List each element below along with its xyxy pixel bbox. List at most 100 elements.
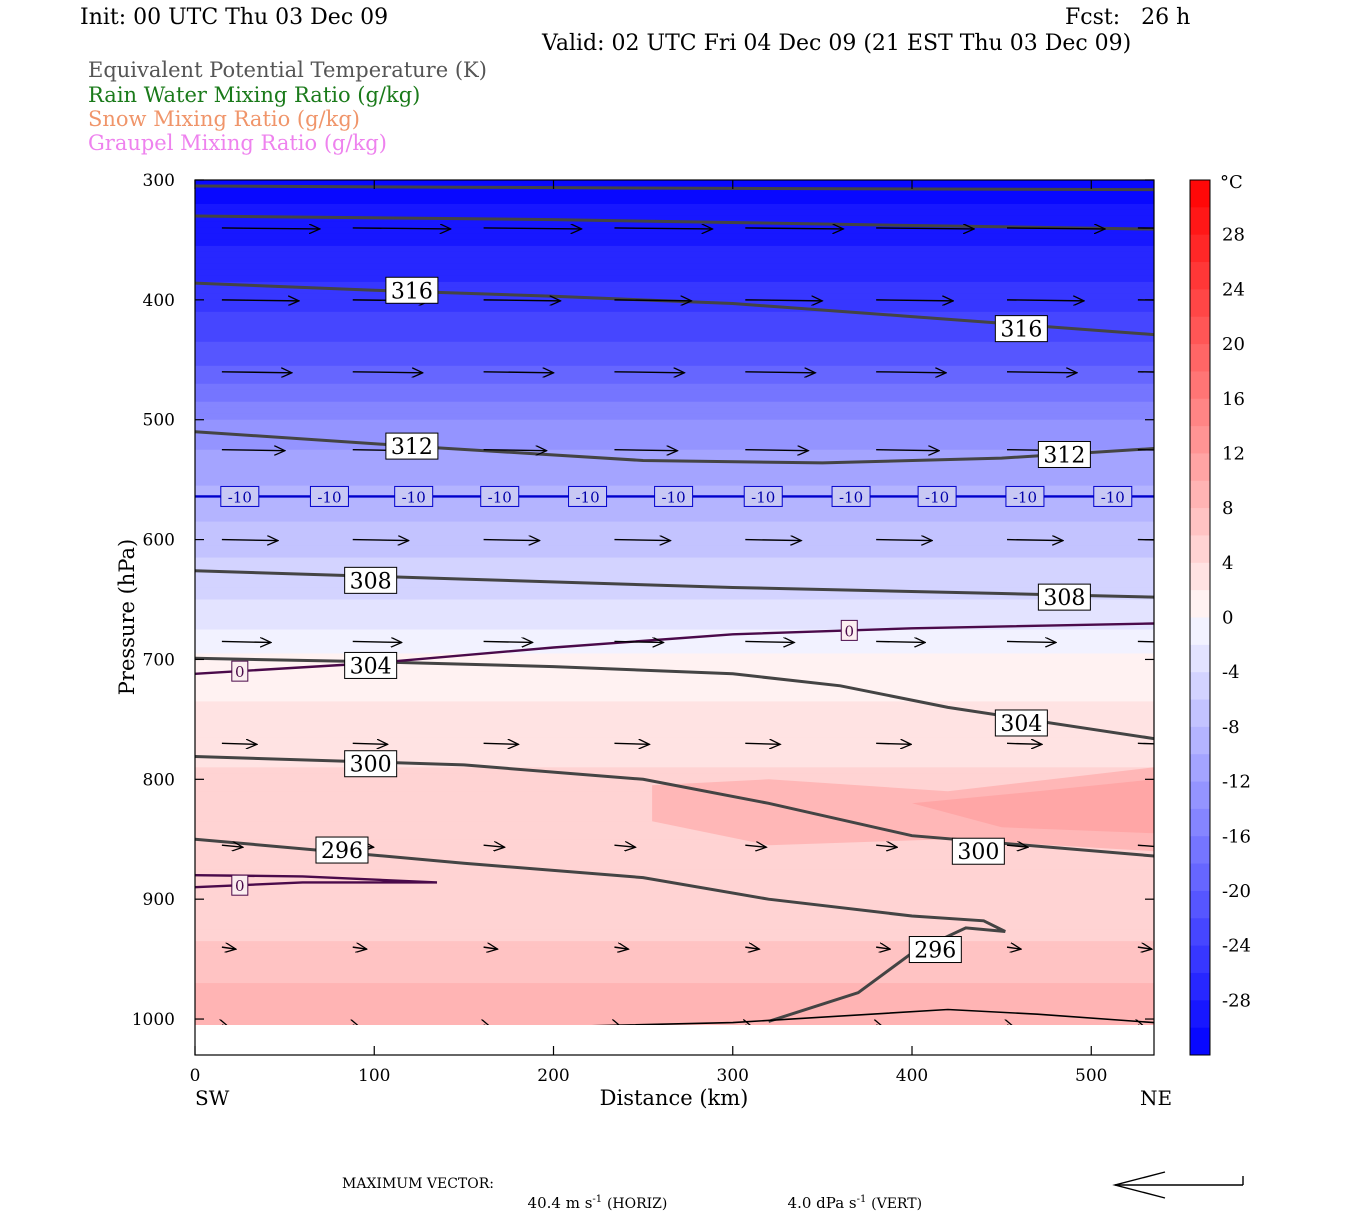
- horiz-unit: (HORIZ): [606, 1196, 668, 1212]
- wind-vector: [876, 641, 925, 642]
- colorbar-tick-label: -16: [1222, 826, 1251, 847]
- temperature-band: [195, 551, 1154, 559]
- temperature-band: [195, 287, 1154, 295]
- wind-vector: [876, 450, 939, 451]
- wind-vector: [745, 300, 822, 301]
- wind-vector: [221, 372, 292, 373]
- x-tick-label: 0: [190, 1066, 201, 1086]
- temperature-band: [195, 587, 1154, 595]
- isotherm-label: -10: [575, 488, 599, 506]
- temperature-band: [195, 467, 1154, 475]
- colorbar-segment: [1190, 672, 1210, 701]
- isotherm-label-box: [1093, 485, 1133, 507]
- temperature-band: [195, 335, 1154, 343]
- wind-vector: [1007, 228, 1105, 229]
- theta-e-label: 308: [350, 569, 392, 594]
- isotherm-line: [195, 874, 438, 889]
- colorbar-segment: [1190, 234, 1210, 263]
- temperature-band: [195, 353, 1154, 361]
- temperature-band: [195, 197, 1154, 205]
- legend-rain-water: Rain Water Mixing Ratio (g/kg): [88, 83, 421, 107]
- temperature-band: [195, 437, 1154, 445]
- y-tick-label: 500: [143, 411, 175, 431]
- colorbar-tick-label: 16: [1222, 389, 1245, 410]
- theta-e-contour: [195, 214, 1154, 231]
- temperature-band: [195, 767, 1154, 774]
- temperature-band: [195, 761, 1154, 768]
- temperature-band: [195, 857, 1154, 864]
- colorbar-tick-label: -4: [1222, 662, 1240, 683]
- contour-labels: -10 -10 -10 -10 -10 -10 -10 -10 -10 -10 -10 0 0 0 316 3…: [220, 276, 1133, 964]
- isotherm-label: 0: [235, 663, 245, 681]
- temperature-band: [195, 599, 1154, 607]
- temperature-shading: [195, 180, 1154, 1055]
- colorbar-tick-label: 0: [1222, 608, 1233, 629]
- wind-vector: [483, 228, 582, 229]
- temperature-band: [195, 515, 1154, 523]
- wind-vector: [483, 300, 561, 301]
- horiz-max-value: 40.4 m s-1 (HORIZ): [518, 1176, 668, 1212]
- temperature-band: [195, 755, 1154, 762]
- theta-e-label-box: [385, 432, 439, 460]
- temperature-band: [195, 995, 1154, 1002]
- temperature-band: [195, 227, 1154, 235]
- colorbar-segment: [1190, 1000, 1210, 1029]
- wind-vector: [1006, 743, 1042, 744]
- temperature-band: [195, 509, 1154, 517]
- temperature-band: [195, 533, 1154, 541]
- temperature-band: [195, 863, 1154, 870]
- theta-e-label: 304: [1000, 712, 1042, 737]
- temperature-band: [195, 929, 1154, 936]
- x-left-end-label: SW: [195, 1086, 230, 1110]
- colorbar-segment: [1190, 398, 1210, 427]
- colorbar-segment: [1190, 562, 1210, 591]
- colorbar-segment: [1190, 316, 1210, 345]
- colorbar-segment: [1190, 726, 1210, 755]
- wind-vector: [614, 540, 670, 541]
- x-tick-label: 200: [537, 1066, 569, 1086]
- isotherm-label-box: [231, 660, 249, 682]
- colorbar-segment: [1190, 480, 1210, 509]
- temperature-band: [195, 917, 1154, 924]
- temperature-band: [195, 545, 1154, 553]
- wind-vector: [614, 228, 712, 229]
- warm-core-shading: [652, 767, 1154, 852]
- wind-vector: [221, 450, 285, 451]
- temperature-band: [195, 419, 1154, 427]
- wind-vector: [483, 540, 540, 541]
- colorbar-segment: [1190, 890, 1210, 919]
- temperature-band: [195, 383, 1154, 391]
- theta-e-label-box: [344, 750, 398, 778]
- colorbar-segment: [1190, 453, 1210, 482]
- theta-e-contour: [195, 430, 1154, 465]
- temperature-band: [195, 275, 1154, 283]
- colorbar-segment: [1190, 863, 1210, 892]
- wind-vector: [221, 641, 271, 642]
- isotherm-label: 0: [235, 877, 245, 895]
- theta-e-label-box: [315, 836, 369, 864]
- theta-e-label-box: [344, 651, 398, 679]
- legend-graupel: Graupel Mixing Ratio (g/kg): [88, 131, 387, 155]
- temperature-band: [195, 869, 1154, 876]
- temperature-band: [195, 653, 1154, 661]
- colorbar-tick-label: -8: [1222, 717, 1240, 738]
- reference-vector: [1112, 1171, 1244, 1199]
- x-tick-label: 500: [1075, 1066, 1107, 1086]
- temperature-band: [195, 623, 1154, 631]
- temperature-band: [195, 845, 1154, 852]
- temperature-band: [195, 707, 1154, 714]
- colorbar-segment: [1190, 972, 1210, 1001]
- isotherm-label-box: [1005, 485, 1045, 507]
- y-tick-label: 400: [143, 291, 175, 311]
- x-tick-label: 400: [896, 1066, 928, 1086]
- temperature-band: [195, 905, 1154, 912]
- colorbar-tick-label: -28: [1222, 990, 1251, 1011]
- colorbar-segment: [1190, 371, 1210, 400]
- wind-vector: [745, 540, 801, 541]
- warm-core-patch: [912, 779, 1154, 834]
- temperature-band: [195, 461, 1154, 469]
- wind-vector: [1007, 540, 1063, 541]
- temperature-band: [195, 701, 1154, 708]
- isotherm-label-box: [231, 874, 249, 896]
- wind-vector: [352, 372, 423, 373]
